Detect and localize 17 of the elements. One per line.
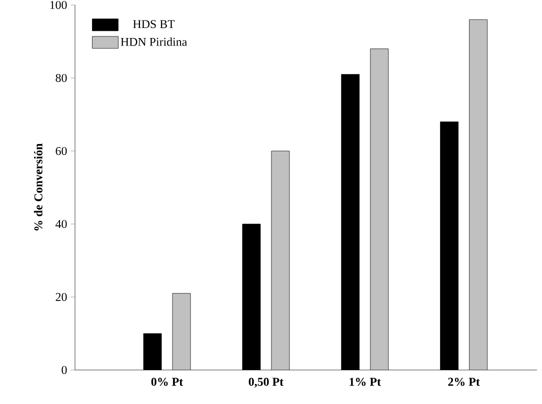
y-tick-label: 20 — [56, 292, 67, 302]
y-tick-label: 100 — [50, 0, 67, 10]
x-tick-label: 0,50 Pt — [248, 378, 284, 388]
y-tick-label: 80 — [56, 74, 67, 82]
x-tick-label: 2% Pt — [448, 378, 480, 386]
y-tick-label: 40 — [56, 220, 67, 228]
legend-label: HDS BT — [133, 20, 175, 28]
y-tick-label: 0 — [62, 366, 67, 374]
y-axis-title: % de Conversión — [34, 144, 42, 230]
x-tick-label: 0% Pt — [151, 378, 184, 386]
legend-label: HDN Piridina — [120, 38, 188, 46]
y-tick-label: 60 — [56, 146, 67, 156]
x-tick-label: 1% Pt — [350, 378, 381, 386]
bar — [271, 150, 290, 370]
bar — [469, 19, 488, 370]
bar — [370, 48, 388, 370]
bar — [172, 293, 191, 370]
